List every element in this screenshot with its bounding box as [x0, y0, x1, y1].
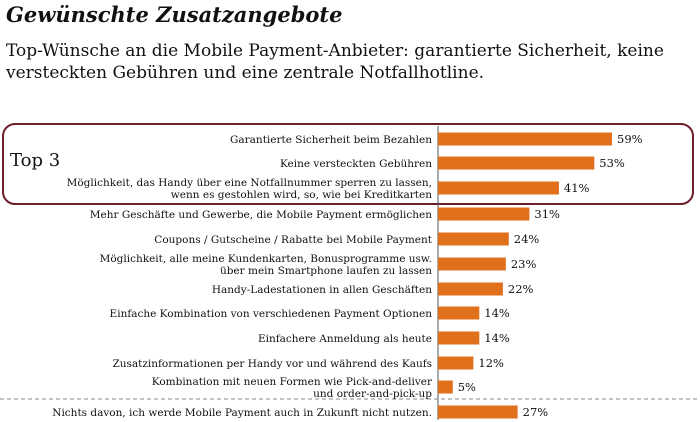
category-label: Keine versteckten Gebühren — [280, 158, 432, 170]
bar — [438, 207, 530, 221]
bar — [438, 405, 518, 419]
bar — [438, 356, 474, 370]
top3-label: Top 3 — [10, 150, 60, 171]
value-label: 5% — [458, 380, 476, 394]
value-label: 23% — [511, 257, 537, 271]
value-label: 24% — [514, 232, 540, 246]
category-label: Coupons / Gutscheine / Rabatte bei Mobil… — [154, 234, 432, 246]
category-label: Einfachere Anmeldung als heute — [258, 333, 432, 345]
bar — [438, 380, 453, 394]
bar — [438, 232, 509, 246]
category-label: Nichts davon, ich werde Mobile Payment a… — [52, 407, 432, 419]
category-label: Kombination mit neuen Formen wie Pick-an… — [152, 376, 433, 400]
value-label: 27% — [523, 405, 549, 419]
bar — [438, 181, 559, 195]
value-label: 59% — [617, 132, 643, 146]
value-label: 14% — [484, 306, 510, 320]
chart-title: Gewünschte Zusatzangebote — [6, 2, 343, 27]
category-label: Mehr Geschäfte und Gewerbe, die Mobile P… — [90, 209, 432, 221]
bar — [438, 331, 480, 345]
value-label: 31% — [534, 207, 560, 221]
value-label: 12% — [478, 356, 504, 370]
bar — [438, 257, 506, 271]
category-label: Handy-Ladestationen in allen Geschäften — [212, 284, 432, 296]
category-label: Garantierte Sicherheit beim Bezahlen — [230, 134, 432, 146]
bar — [438, 282, 503, 296]
bar — [438, 132, 612, 146]
top3-highlight-box — [2, 123, 694, 205]
category-label: Möglichkeit, das Handy über eine Notfall… — [67, 177, 433, 201]
value-label: 22% — [508, 282, 534, 296]
category-label: Einfache Kombination von verschiedenen P… — [110, 308, 433, 320]
value-label: 14% — [484, 331, 510, 345]
value-label: 53% — [599, 156, 625, 170]
value-label: 41% — [564, 181, 590, 195]
bar — [438, 306, 480, 320]
chart-subtitle: Top-Wünsche an die Mobile Payment-Anbiet… — [6, 41, 664, 83]
bar — [438, 156, 595, 170]
category-label: Zusatzinformationen per Handy vor und wä… — [112, 358, 432, 370]
category-label: Möglichkeit, alle meine Kundenkarten, Bo… — [100, 253, 433, 277]
